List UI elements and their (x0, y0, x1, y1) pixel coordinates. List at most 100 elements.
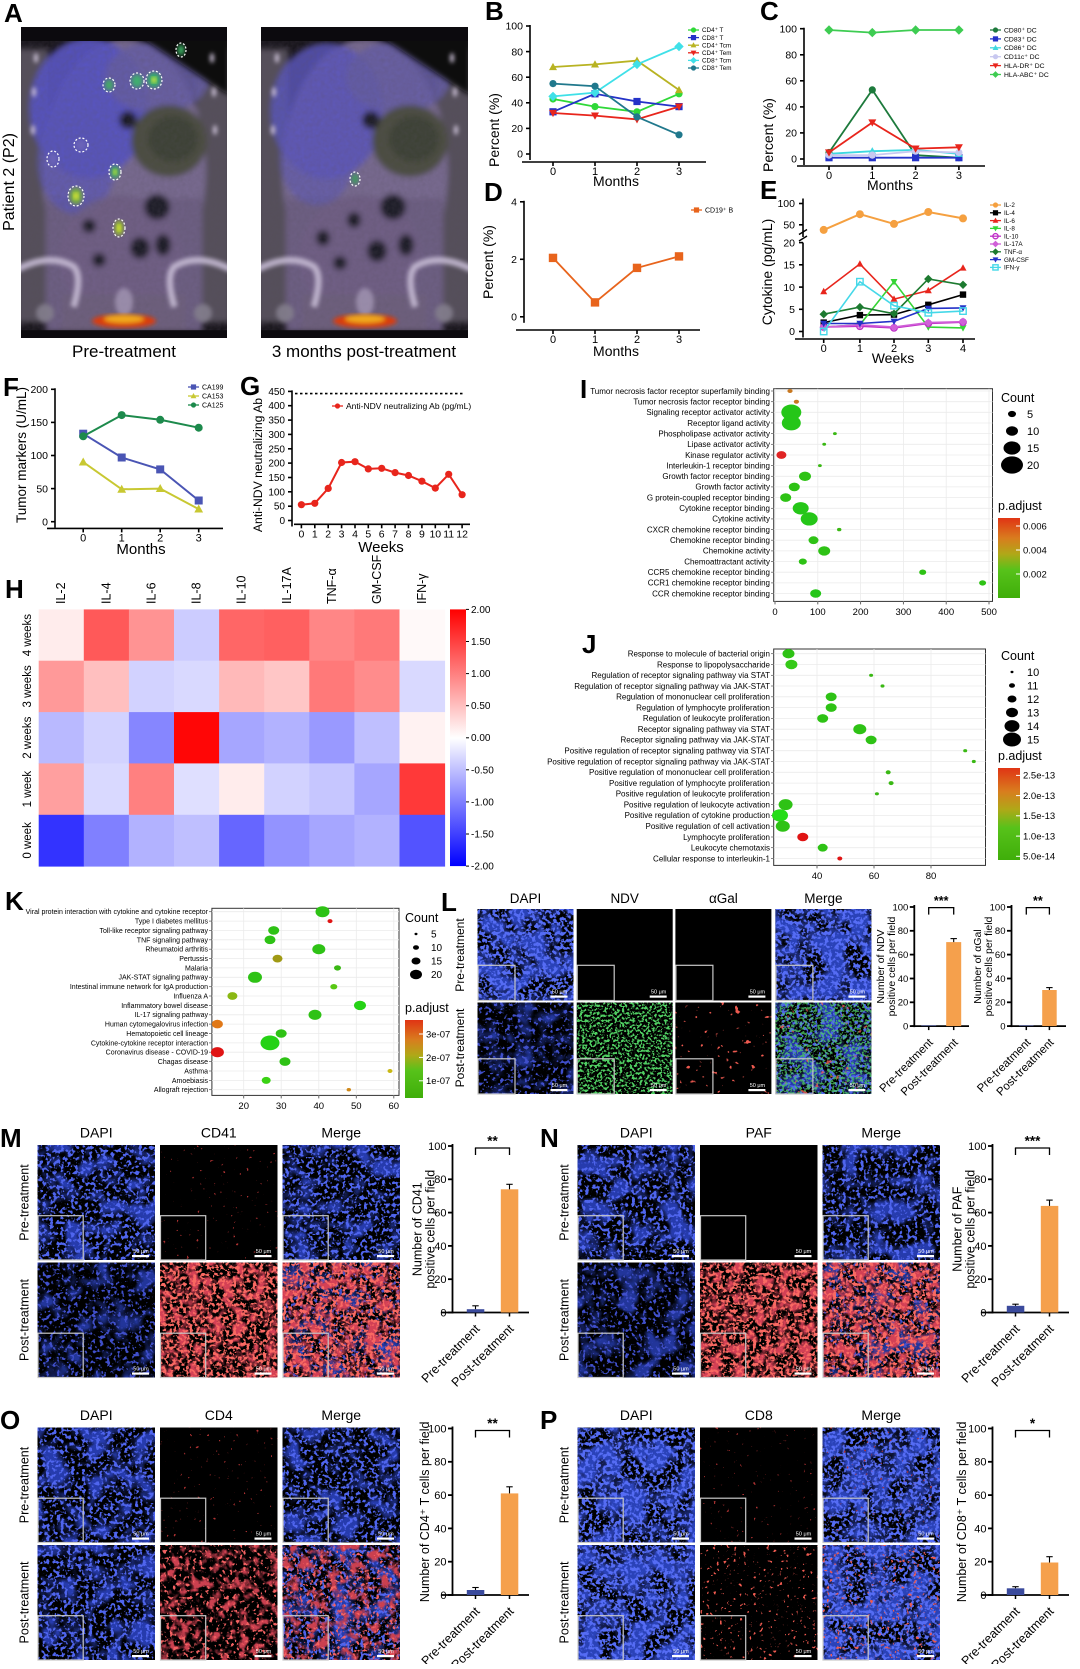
svg-text:3 months post-treatment: 3 months post-treatment (272, 342, 457, 361)
svg-text:10: 10 (431, 943, 443, 954)
svg-text:CA125: CA125 (202, 402, 224, 409)
svg-text:2.5e-13: 2.5e-13 (1023, 771, 1055, 782)
svg-text:M: M (0, 1123, 22, 1153)
svg-text:D: D (484, 177, 503, 207)
svg-text:Lipase activator activity: Lipase activator activity (687, 440, 770, 449)
svg-text:80: 80 (511, 46, 523, 58)
svg-text:1.0e-13: 1.0e-13 (1023, 831, 1055, 842)
svg-text:0: 0 (1000, 1021, 1005, 1032)
svg-text:50 μm: 50 μm (378, 1367, 394, 1373)
svg-text:3: 3 (925, 343, 931, 355)
svg-text:Post-treatment: Post-treatment (558, 1278, 572, 1361)
svg-text:40: 40 (434, 1241, 446, 1253)
svg-text:Count: Count (1001, 391, 1035, 405)
svg-text:50 μm: 50 μm (918, 1532, 934, 1538)
svg-text:GM-CSF: GM-CSF (1004, 257, 1029, 264)
svg-text:60: 60 (995, 950, 1006, 961)
svg-text:O: O (0, 1405, 20, 1435)
svg-text:Positive regulation of leukocy: Positive regulation of leukocyte activat… (624, 800, 770, 809)
svg-text:50: 50 (36, 483, 48, 495)
svg-text:G: G (240, 371, 260, 401)
svg-text:40: 40 (812, 871, 823, 882)
svg-text:Allograft rejection: Allograft rejection (154, 1087, 208, 1094)
svg-text:Merge: Merge (321, 1407, 361, 1423)
svg-text:Post-treatment: Post-treatment (558, 1561, 572, 1644)
svg-text:Weeks: Weeks (872, 350, 915, 366)
svg-text:CD19⁺ B: CD19⁺ B (705, 207, 734, 214)
svg-text:Anti-NDV neutralizing Ab (pg/m: Anti-NDV neutralizing Ab (pg/mL) (346, 401, 471, 411)
svg-text:Post-treatment: Post-treatment (989, 1321, 1057, 1389)
svg-text:2: 2 (891, 343, 897, 355)
svg-text:CD4: CD4 (205, 1407, 233, 1423)
svg-text:Receptor signaling pathway via: Receptor signaling pathway via STAT (638, 725, 770, 734)
svg-text:20: 20 (898, 998, 909, 1009)
svg-text:IFN-γ: IFN-γ (1004, 265, 1020, 272)
svg-text:Kinase regulator activity: Kinase regulator activity (685, 451, 770, 460)
svg-text:Positive regulation of lymphoc: Positive regulation of lymphocyte prolif… (609, 779, 770, 788)
svg-text:50: 50 (783, 220, 795, 232)
svg-text:CD11c⁺ DC: CD11c⁺ DC (1004, 54, 1040, 61)
svg-text:αGal: αGal (709, 891, 738, 906)
svg-text:Anti-NDV neutralizing Ab: Anti-NDV neutralizing Ab (251, 398, 265, 532)
svg-text:50 μm: 50 μm (850, 990, 866, 996)
svg-text:Weeks: Weeks (358, 539, 404, 556)
svg-text:Count: Count (1001, 649, 1035, 663)
svg-text:Percent (%): Percent (%) (486, 93, 502, 167)
svg-text:CD4⁺ Tem: CD4⁺ Tem (702, 50, 731, 57)
svg-text:CCR1 chemokine receptor bindin: CCR1 chemokine receptor binding (648, 579, 770, 588)
svg-text:CD4⁺ T: CD4⁺ T (702, 27, 724, 34)
svg-text:11: 11 (443, 528, 454, 540)
svg-text:Tumor markers (U/mL): Tumor markers (U/mL) (14, 387, 29, 523)
svg-text:Positive regulation of leukocy: Positive regulation of leukocyte prolife… (616, 790, 770, 799)
svg-text:40: 40 (785, 102, 797, 114)
svg-text:Asthma: Asthma (184, 1068, 208, 1075)
svg-text:Pre-treatment: Pre-treatment (558, 1446, 572, 1523)
svg-text:50 μm: 50 μm (651, 1083, 667, 1089)
svg-text:50 μm: 50 μm (796, 1532, 812, 1538)
svg-text:20: 20 (974, 1557, 986, 1569)
svg-text:**: ** (487, 1134, 498, 1149)
svg-text:Months: Months (593, 343, 639, 359)
svg-text:2: 2 (634, 334, 640, 346)
svg-text:50 μm: 50 μm (796, 1249, 812, 1255)
svg-text:1: 1 (869, 170, 875, 182)
svg-text:Positive regulation of cell ac: Positive regulation of cell activation (645, 822, 770, 831)
svg-text:Regulation of receptor signali: Regulation of receptor signaling pathway… (574, 682, 770, 691)
svg-text:Signaling receptor activator a: Signaling receptor activator activity (646, 408, 770, 417)
svg-text:Number of PAF: Number of PAF (951, 1186, 965, 1272)
svg-text:1: 1 (857, 343, 863, 355)
svg-text:0: 0 (903, 1021, 908, 1032)
svg-text:Count: Count (405, 911, 439, 925)
svg-text:20: 20 (434, 1557, 446, 1569)
svg-text:3: 3 (956, 170, 962, 182)
svg-text:1e-07: 1e-07 (426, 1076, 450, 1087)
svg-text:12: 12 (456, 528, 468, 540)
svg-text:TNF signaling pathway: TNF signaling pathway (137, 937, 209, 944)
svg-text:2 weeks: 2 weeks (22, 716, 34, 758)
svg-text:40: 40 (974, 1241, 986, 1253)
svg-text:0: 0 (511, 311, 517, 323)
svg-text:13: 13 (1027, 707, 1039, 719)
svg-text:0: 0 (772, 607, 777, 618)
svg-text:3: 3 (196, 532, 202, 544)
svg-text:0: 0 (298, 528, 304, 540)
svg-text:DAPI: DAPI (620, 1407, 653, 1423)
svg-text:Viral protein interaction with: Viral protein interaction with cytokine … (26, 909, 209, 916)
svg-text:100: 100 (428, 1423, 446, 1435)
svg-text:9: 9 (419, 528, 425, 540)
svg-text:IL-10: IL-10 (1004, 233, 1019, 240)
svg-text:80: 80 (926, 871, 937, 882)
svg-text:350: 350 (268, 416, 285, 427)
svg-text:***: *** (934, 894, 949, 908)
svg-text:2: 2 (634, 166, 640, 178)
svg-text:0: 0 (826, 170, 832, 182)
svg-text:100: 100 (990, 902, 1006, 913)
svg-text:J: J (582, 629, 596, 659)
svg-text:40: 40 (314, 1101, 325, 1112)
svg-text:Pre-treatment: Pre-treatment (558, 1164, 572, 1241)
svg-text:100: 100 (268, 487, 285, 498)
svg-text:CA199: CA199 (202, 384, 224, 391)
svg-text:Receptor ligand activity: Receptor ligand activity (687, 419, 770, 428)
svg-text:JAK-STAT signaling pathway: JAK-STAT signaling pathway (119, 975, 209, 982)
svg-text:10: 10 (1027, 667, 1039, 679)
